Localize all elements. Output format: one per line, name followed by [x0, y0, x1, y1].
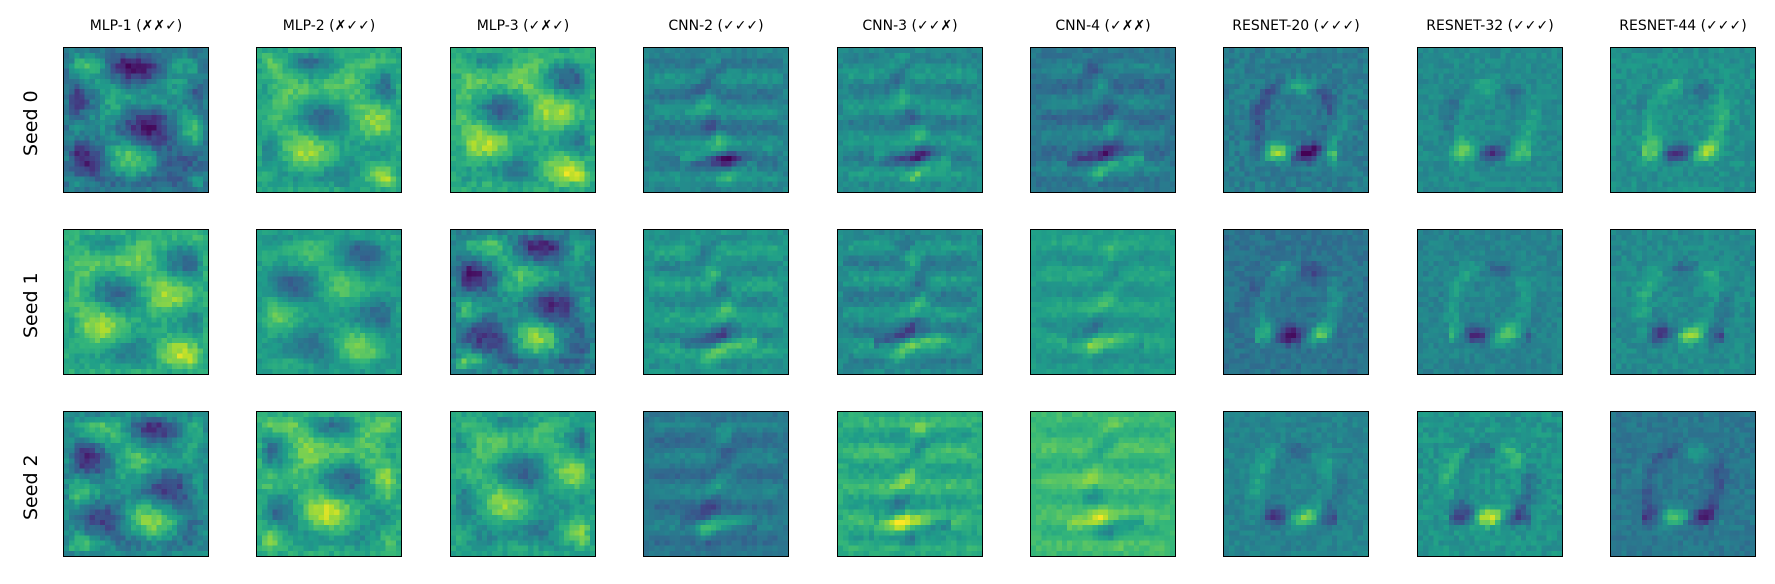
heatmap-panel: [837, 411, 983, 557]
heatmap-panel: [63, 411, 209, 557]
column-title: RESNET-20 (✓✓✓): [1201, 18, 1391, 34]
heatmap-panel: [1030, 229, 1176, 375]
column-title: RESNET-32 (✓✓✓): [1395, 18, 1585, 34]
heatmap-panel: [1417, 229, 1563, 375]
heatmap-panel: [1030, 47, 1176, 193]
heatmap-panel: [256, 411, 402, 557]
heatmap-panel: [643, 411, 789, 557]
heatmap-panel: [643, 229, 789, 375]
heatmap-panel: [837, 229, 983, 375]
heatmap-panel: [1610, 229, 1756, 375]
column-title: CNN-4 (✓✗✗): [1008, 18, 1198, 34]
heatmap-panel: [63, 47, 209, 193]
heatmap-panel: [1417, 47, 1563, 193]
heatmap-panel: [837, 47, 983, 193]
heatmap-panel: [1610, 411, 1756, 557]
column-title: MLP-2 (✗✓✓): [234, 18, 424, 34]
heatmap-panel: [450, 47, 596, 193]
heatmap-panel: [1223, 411, 1369, 557]
column-title: CNN-2 (✓✓✓): [621, 18, 811, 34]
column-title: CNN-3 (✓✓✗): [815, 18, 1005, 34]
heatmap-panel: [450, 229, 596, 375]
heatmap-panel: [256, 47, 402, 193]
heatmap-panel: [450, 411, 596, 557]
heatmap-panel: [1223, 47, 1369, 193]
column-title: MLP-1 (✗✗✓): [41, 18, 231, 34]
heatmap-panel: [1223, 229, 1369, 375]
row-label: Seed 2: [20, 454, 42, 520]
column-title: MLP-3 (✓✗✓): [428, 18, 618, 34]
heatmap-panel: [63, 229, 209, 375]
heatmap-panel: [1030, 411, 1176, 557]
row-label: Seed 0: [20, 90, 42, 156]
heatmap-panel: [1610, 47, 1756, 193]
heatmap-panel: [256, 229, 402, 375]
row-label: Seed 1: [20, 272, 42, 338]
column-title: RESNET-44 (✓✓✓): [1588, 18, 1775, 34]
heatmap-panel: [1417, 411, 1563, 557]
heatmap-panel: [643, 47, 789, 193]
